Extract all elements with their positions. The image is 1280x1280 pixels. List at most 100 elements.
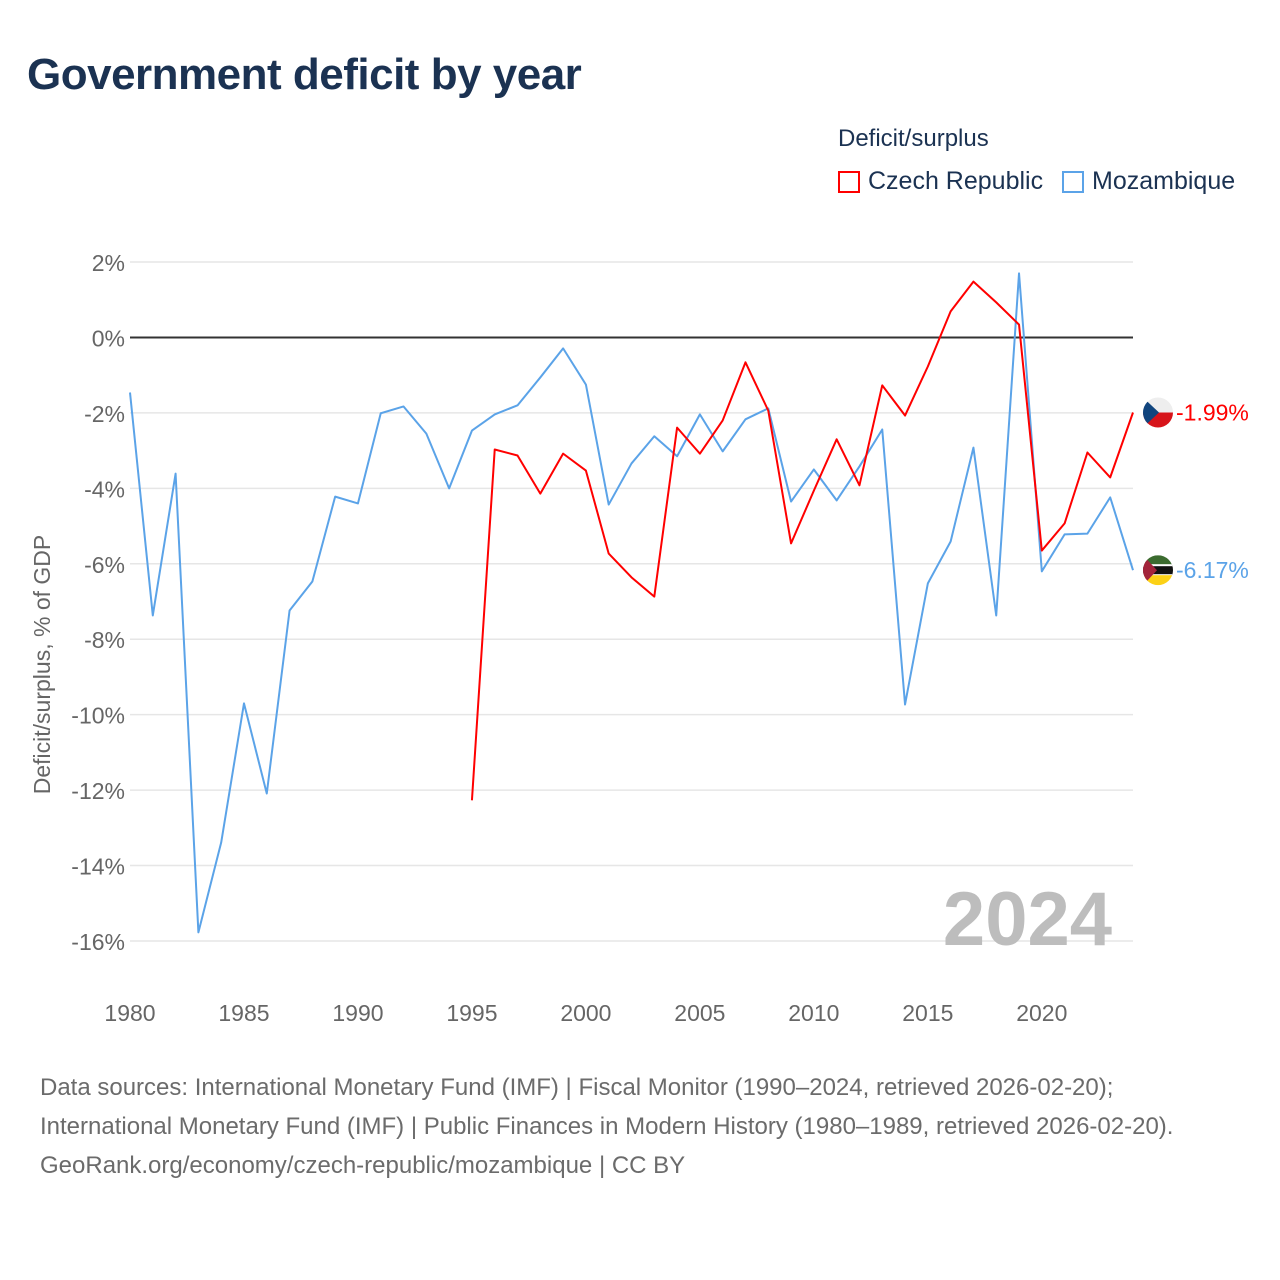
- data-point: [310, 579, 315, 584]
- line-chart: 2% 0% -2% -4% -6% -8% -10% -12% -14% -16% 1980 1985…: [29, 250, 1249, 1026]
- series-line-mozambique: [129, 272, 1134, 934]
- data-point: [196, 930, 201, 935]
- data-point: [948, 309, 953, 314]
- legend-item-mozambique[interactable]: Mozambique: [1062, 167, 1235, 196]
- credit-link[interactable]: GeoRank.org/economy/czech-republic/mozam…: [40, 1152, 686, 1179]
- data-point: [697, 451, 702, 456]
- x-tick-label: 1990: [332, 1000, 383, 1026]
- y-tick-label: -2%: [84, 401, 125, 427]
- data-point: [515, 403, 520, 408]
- legend-swatch: [838, 170, 860, 193]
- data-point: [447, 486, 452, 491]
- data-point: [1108, 495, 1113, 500]
- data-point: [811, 467, 816, 472]
- y-tick-label: 2%: [92, 250, 125, 276]
- x-tick-label: 2000: [560, 1000, 611, 1026]
- data-point: [880, 427, 885, 432]
- chart-title: Government deficit by year: [27, 50, 582, 99]
- data-point: [720, 418, 725, 423]
- data-point: [424, 431, 429, 436]
- data-point: [789, 499, 794, 504]
- data-point: [378, 411, 383, 416]
- data-point: [629, 461, 634, 466]
- data-point: [515, 453, 520, 458]
- end-label: -1.99%: [1176, 400, 1249, 426]
- data-point: [1062, 532, 1067, 537]
- x-tick-label: 2015: [902, 1000, 953, 1026]
- y-tick-label: -14%: [71, 854, 125, 880]
- data-point: [492, 447, 497, 452]
- data-point: [264, 791, 269, 796]
- legend-label: Mozambique: [1092, 167, 1236, 195]
- data-point: [697, 412, 702, 417]
- data-point: [994, 613, 999, 618]
- y-axis-label: Deficit/surplus, % of GDP: [29, 535, 55, 794]
- data-point: [1085, 531, 1090, 536]
- data-point: [925, 364, 930, 369]
- data-point: [1017, 322, 1022, 327]
- x-tick-label: 1985: [218, 1000, 269, 1026]
- data-point: [834, 498, 839, 503]
- data-point: [355, 501, 360, 506]
- data-point: [994, 300, 999, 305]
- data-point: [606, 502, 611, 507]
- data-point: [492, 412, 497, 417]
- data-point: [219, 840, 224, 845]
- data-point: [128, 390, 133, 395]
- year-watermark: 2024: [943, 877, 1112, 962]
- data-point: [401, 404, 406, 409]
- y-tick-label: -10%: [71, 703, 125, 729]
- data-point: [606, 551, 611, 556]
- data-point: [925, 581, 930, 586]
- data-point: [743, 417, 748, 422]
- data-point: [150, 613, 155, 618]
- data-point: [652, 594, 657, 599]
- legend-title: Deficit/surplus: [838, 125, 989, 152]
- data-point: [1085, 450, 1090, 455]
- x-tick-label: 2005: [674, 1000, 725, 1026]
- data-point: [766, 408, 771, 413]
- data-point: [1039, 569, 1044, 574]
- data-point: [948, 539, 953, 544]
- legend-swatch: [1062, 170, 1084, 193]
- end-label: -6.17%: [1176, 557, 1249, 583]
- x-tick-label: 1980: [104, 1000, 155, 1026]
- data-point: [1131, 410, 1136, 415]
- x-tick-label: 2010: [788, 1000, 839, 1026]
- data-point: [469, 428, 474, 433]
- data-point: [857, 483, 862, 488]
- y-tick-label: -12%: [71, 778, 125, 804]
- data-point: [629, 575, 634, 580]
- mozambique-flag-icon: [1143, 555, 1173, 586]
- y-tick-label: -16%: [71, 929, 125, 955]
- data-point: [811, 488, 816, 493]
- data-point: [834, 437, 839, 442]
- data-point: [789, 541, 794, 546]
- czech-flag-icon: [1143, 397, 1173, 428]
- data-point: [538, 375, 543, 380]
- legend-item-czech-republic[interactable]: Czech Republic: [838, 167, 1043, 196]
- data-point: [1108, 475, 1113, 480]
- data-point: [287, 608, 292, 613]
- data-point: [561, 451, 566, 456]
- data-point: [971, 279, 976, 284]
- x-tick-label: 2020: [1016, 1000, 1067, 1026]
- footer: Data sources: International Monetary Fun…: [40, 1068, 1240, 1185]
- legend-label: Czech Republic: [868, 167, 1044, 195]
- data-point: [583, 382, 588, 387]
- data-point: [173, 471, 178, 476]
- data-point: [538, 491, 543, 496]
- data-point: [880, 383, 885, 388]
- x-tick-label: 1995: [446, 1000, 497, 1026]
- data-point: [1062, 521, 1067, 526]
- data-point: [469, 798, 474, 803]
- data-point: [675, 425, 680, 430]
- series-line-czech-republic: [470, 280, 1134, 801]
- data-point: [675, 454, 680, 459]
- data-point: [1131, 568, 1136, 573]
- data-point: [903, 702, 908, 707]
- data-point: [333, 494, 338, 499]
- data-point: [241, 701, 246, 706]
- data-point: [971, 445, 976, 450]
- data-point: [652, 434, 657, 439]
